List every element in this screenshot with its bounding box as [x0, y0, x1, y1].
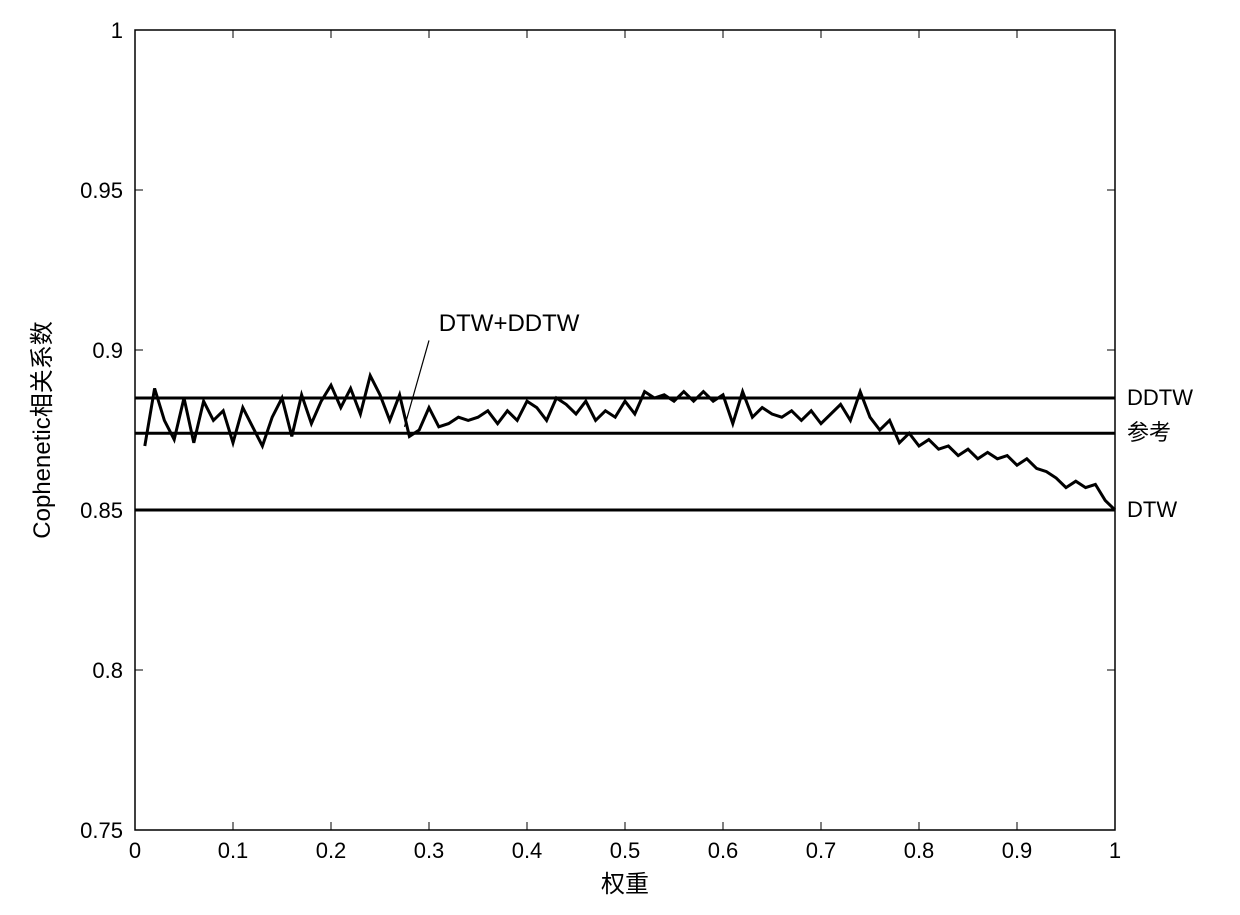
x-tick-label: 0.1 — [218, 838, 249, 863]
y-tick-label: 1 — [111, 18, 123, 43]
x-tick-label: 0.7 — [806, 838, 837, 863]
x-tick-label: 0.4 — [512, 838, 543, 863]
chart-svg: 0 0.1 0.2 0.3 0.4 0.5 0.6 0.7 0.8 0.9 1 0.75 0.8 0.85… — [0, 0, 1240, 915]
x-tick-label: 0.3 — [414, 838, 445, 863]
x-tick-label: 0.9 — [1002, 838, 1033, 863]
chart-container: 0 0.1 0.2 0.3 0.4 0.5 0.6 0.7 0.8 0.9 1 0.75 0.8 0.85… — [0, 0, 1240, 915]
y-tick-label: 0.85 — [80, 498, 123, 523]
y-tick-label: 0.8 — [92, 658, 123, 683]
x-tick-label: 0.2 — [316, 838, 347, 863]
annotation-label: DTW+DDTW — [439, 310, 580, 337]
y-tick-label: 0.9 — [92, 338, 123, 363]
hline-label-参考: 参考 — [1127, 420, 1171, 445]
y-axis-label: Cophenetic相关系数 — [29, 321, 56, 538]
y-tick-label: 0.75 — [80, 818, 123, 843]
hline-label-DTW: DTW — [1127, 497, 1177, 522]
x-axis-label: 权重 — [601, 871, 649, 898]
x-tick-label: 0 — [129, 838, 141, 863]
plot-border — [135, 30, 1115, 830]
y-tick-label: 0.95 — [80, 178, 123, 203]
hline-label-DDTW: DDTW — [1127, 385, 1193, 410]
x-tick-label: 0.6 — [708, 838, 739, 863]
x-tick-label: 0.8 — [904, 838, 935, 863]
x-tick-label: 0.5 — [610, 838, 641, 863]
series-line — [145, 376, 1115, 510]
x-tick-label: 1 — [1109, 838, 1121, 863]
